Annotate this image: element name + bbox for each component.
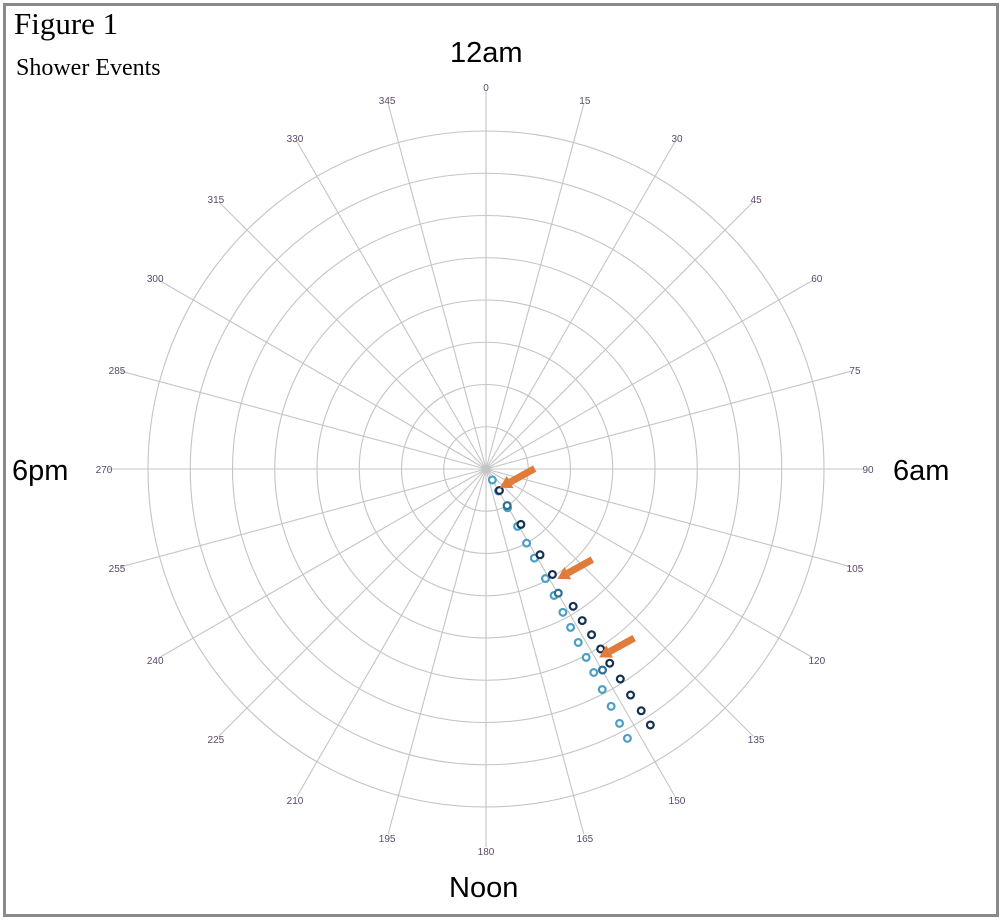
data-point-s2-1 [553,588,563,598]
data-point-s1-2 [535,550,545,560]
tick-label-255: 255 [109,564,126,575]
grid-spoke-210 [296,468,487,797]
tick-label-120: 120 [808,656,825,667]
data-point-s1-4 [568,601,578,611]
grid-spoke-330 [296,141,487,470]
figure-subtitle: Shower Events [16,55,161,81]
tick-label-0: 0 [483,83,489,94]
data-point-s1-12 [645,720,655,730]
data-point-s0-12 [589,667,599,677]
grid-spoke-255 [120,468,487,568]
tick-label-75: 75 [849,366,861,377]
grid-spoke-30 [485,141,676,470]
grid-spoke-15 [485,103,585,470]
annotation-arrows [499,465,636,658]
tick-label-270: 270 [96,465,113,476]
data-point-s1-5 [577,616,587,626]
arrow-shaft [607,634,636,655]
data-point-s0-6 [540,574,550,584]
grid-spoke-105 [485,468,852,568]
data-point-s0-10 [573,637,583,647]
data-point-s0-16 [622,733,632,743]
tick-label-300: 300 [147,274,164,285]
arrow-shaft [566,556,595,577]
tick-label-45: 45 [751,195,763,206]
data-point-s1-3 [547,569,557,579]
data-point-s1-10 [626,690,636,700]
grid-spoke-60 [485,279,814,470]
tick-label-15: 15 [579,96,591,107]
arrow-shaft [508,465,537,486]
data-point-s1-6 [587,630,597,640]
data-point-s2-2 [598,665,608,675]
grid-spoke-195 [387,468,487,835]
label-noon: Noon [449,872,519,904]
arrow-head [599,645,614,658]
data-point-s0-13 [597,684,607,694]
data-point-s2-0 [502,501,512,511]
data-point-s0-11 [581,652,591,662]
grid-spoke-225 [218,468,487,737]
tick-label-315: 315 [208,195,225,206]
tick-label-135: 135 [748,735,765,746]
label-6pm: 6pm [12,455,69,487]
label-6am: 6am [893,455,950,487]
grid-spoke-45 [485,201,754,470]
label-12am: 12am [450,37,523,69]
tick-label-240: 240 [147,656,164,667]
data-point-s1-9 [615,674,625,684]
tick-label-165: 165 [577,834,594,845]
tick-label-150: 150 [669,796,686,807]
tick-label-30: 30 [671,134,683,145]
data-point-s0-4 [522,538,532,548]
tick-label-285: 285 [109,366,126,377]
grid-spoke-120 [485,468,814,659]
grid-spoke-315 [218,201,487,470]
grid-spoke-345 [387,103,487,470]
tick-label-105: 105 [847,564,864,575]
tick-label-345: 345 [379,96,396,107]
grid-spoke-285 [120,370,487,470]
arrow-head [557,566,572,580]
figure-title: Figure 1 [14,6,119,41]
annotation-arrow-3 [599,634,636,658]
tick-label-60: 60 [811,274,823,285]
data-point-s1-8 [605,658,615,668]
tick-label-180: 180 [478,847,495,858]
annotation-arrow-2 [557,556,595,580]
grid-spoke-300 [158,279,487,470]
grid-spoke-240 [158,468,487,659]
tick-label-330: 330 [287,134,304,145]
data-points [487,475,655,743]
tick-label-90: 90 [862,465,874,476]
arrow-head [499,475,514,489]
data-point-s1-7 [596,644,606,654]
data-point-s0-14 [606,701,616,711]
grid-spoke-165 [485,468,585,835]
data-point-s1-0 [494,486,504,496]
data-point-s1-1 [516,519,526,529]
tick-label-195: 195 [379,834,396,845]
data-point-s0-0 [487,475,497,485]
data-point-s0-9 [566,622,576,632]
tick-label-210: 210 [287,796,304,807]
grid-spoke-150 [485,468,676,797]
data-point-s1-11 [636,706,646,716]
data-point-s0-15 [615,718,625,728]
tick-label-225: 225 [208,735,225,746]
annotation-arrow-1 [499,465,537,489]
data-point-s0-8 [558,607,568,617]
grid-spoke-75 [485,370,852,470]
angular-tick-labels: 0 15 30 45 60 75 90 105 120 135 150 165 180 195 210 225… [96,83,874,858]
angular-grid-spokes [108,91,864,847]
grid-spoke-135 [485,468,754,737]
